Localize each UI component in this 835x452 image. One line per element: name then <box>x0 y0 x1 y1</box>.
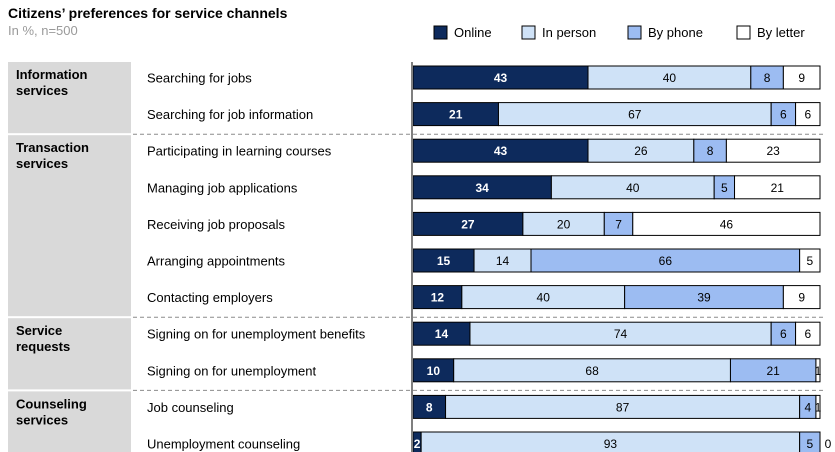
legend-label-by-letter: By letter <box>757 25 805 40</box>
legend-label-online: Online <box>454 25 492 40</box>
bar-value-label: 8 <box>707 144 714 158</box>
group-label-information-services: Information services <box>16 67 88 98</box>
bar-value-label: 39 <box>697 291 711 305</box>
bar-segment-by-letter <box>782 65 821 90</box>
bar-value-label: 93 <box>604 437 618 451</box>
bar-segment-by-letter <box>815 358 821 383</box>
bar-value-label: 23 <box>767 144 781 158</box>
category-label: Searching for jobs <box>147 71 252 86</box>
legend-swatch-in-person <box>521 25 536 40</box>
bar-value-label: 67 <box>628 108 642 122</box>
bar-segment-by-letter <box>795 321 821 346</box>
bar-value-label: 21 <box>767 364 781 378</box>
bar-value-label: 40 <box>663 71 677 85</box>
bar-segment-by-letter <box>782 285 821 310</box>
bar-value-label: 6 <box>780 108 787 122</box>
bar-value-label: 40 <box>626 181 640 195</box>
legend-item-in-person: In person <box>521 25 596 40</box>
bar-segment-by-letter <box>815 394 821 419</box>
group-background <box>8 62 131 134</box>
bar-value-label: 4 <box>804 400 811 414</box>
bar-value-label: 5 <box>806 437 813 451</box>
bar-value-label: 21 <box>449 108 463 122</box>
bar-value-label: 26 <box>634 144 648 158</box>
legend-swatch-online <box>433 25 448 40</box>
category-label: Receiving job proposals <box>147 217 286 232</box>
bar-value-label: 12 <box>431 291 445 305</box>
legend-label-by-phone: By phone <box>648 25 703 40</box>
bar-value-label: 74 <box>614 327 628 341</box>
bar-value-label: 0 <box>825 437 832 451</box>
category-label: Managing job applications <box>147 180 298 195</box>
category-label: Signing on for unemployment <box>147 363 316 378</box>
bar-value-label: 9 <box>798 71 805 85</box>
group-label-transaction-services: Transaction services <box>16 140 89 171</box>
group-label-service-requests: Service requests <box>16 323 70 354</box>
bar-value-label: 14 <box>496 254 510 268</box>
legend-swatch-by-phone <box>627 25 642 40</box>
bar-value-label: 6 <box>804 108 811 122</box>
bar-value-label: 1 <box>815 400 822 414</box>
bar-value-label: 5 <box>806 254 813 268</box>
bar-segment-by-letter <box>795 102 821 127</box>
bar-value-label: 1 <box>815 364 822 378</box>
group-label-counseling-services: Counseling services <box>16 396 87 427</box>
bar-value-label: 66 <box>659 254 673 268</box>
group-background <box>8 391 131 452</box>
bar-value-label: 14 <box>435 327 449 341</box>
bar-value-label: 5 <box>721 181 728 195</box>
bar-value-label: 34 <box>476 181 490 195</box>
bar-value-label: 27 <box>461 217 475 231</box>
category-label: Arranging appointments <box>147 254 286 269</box>
bar-segment-by-letter <box>799 248 821 273</box>
legend-item-by-letter: By letter <box>736 25 805 40</box>
bar-value-label: 46 <box>720 217 734 231</box>
legend-swatch-by-letter <box>736 25 751 40</box>
bar-value-label: 87 <box>616 400 630 414</box>
bar-value-label: 9 <box>798 291 805 305</box>
bar-value-label: 68 <box>585 364 599 378</box>
bar-segment-by-letter <box>734 175 821 200</box>
bar-value-label: 8 <box>764 71 771 85</box>
legend-item-online: Online <box>433 25 492 40</box>
bar-value-label: 20 <box>557 217 571 231</box>
category-label: Signing on for unemployment benefits <box>147 327 366 342</box>
category-label: Job counseling <box>147 400 234 415</box>
bar-value-label: 6 <box>780 327 787 341</box>
category-label: Unemployment counseling <box>147 437 300 452</box>
bar-value-label: 15 <box>437 254 451 268</box>
legend-item-by-phone: By phone <box>627 25 703 40</box>
bar-value-label: 40 <box>537 291 551 305</box>
bar-value-label: 7 <box>615 217 622 231</box>
category-label: Searching for job information <box>147 107 313 122</box>
chart-subtitle: In %, n=500 <box>8 23 78 38</box>
bar-value-label: 21 <box>771 181 785 195</box>
group-background <box>8 318 131 390</box>
bar-segment-by-letter <box>725 138 821 163</box>
category-label: Contacting employers <box>147 290 273 305</box>
legend-label-in-person: In person <box>542 25 596 40</box>
group-background <box>8 135 131 317</box>
bar-value-label: 2 <box>414 437 421 451</box>
bar-segment-by-letter <box>632 211 821 236</box>
bar-value-label: 8 <box>426 400 433 414</box>
chart-title: Citizens’ preferences for service channe… <box>8 5 288 21</box>
bar-value-label: 43 <box>494 144 508 158</box>
bar-value-label: 43 <box>494 71 508 85</box>
category-label: Participating in learning courses <box>147 144 332 159</box>
bar-value-label: 10 <box>427 364 441 378</box>
bar-value-label: 6 <box>804 327 811 341</box>
